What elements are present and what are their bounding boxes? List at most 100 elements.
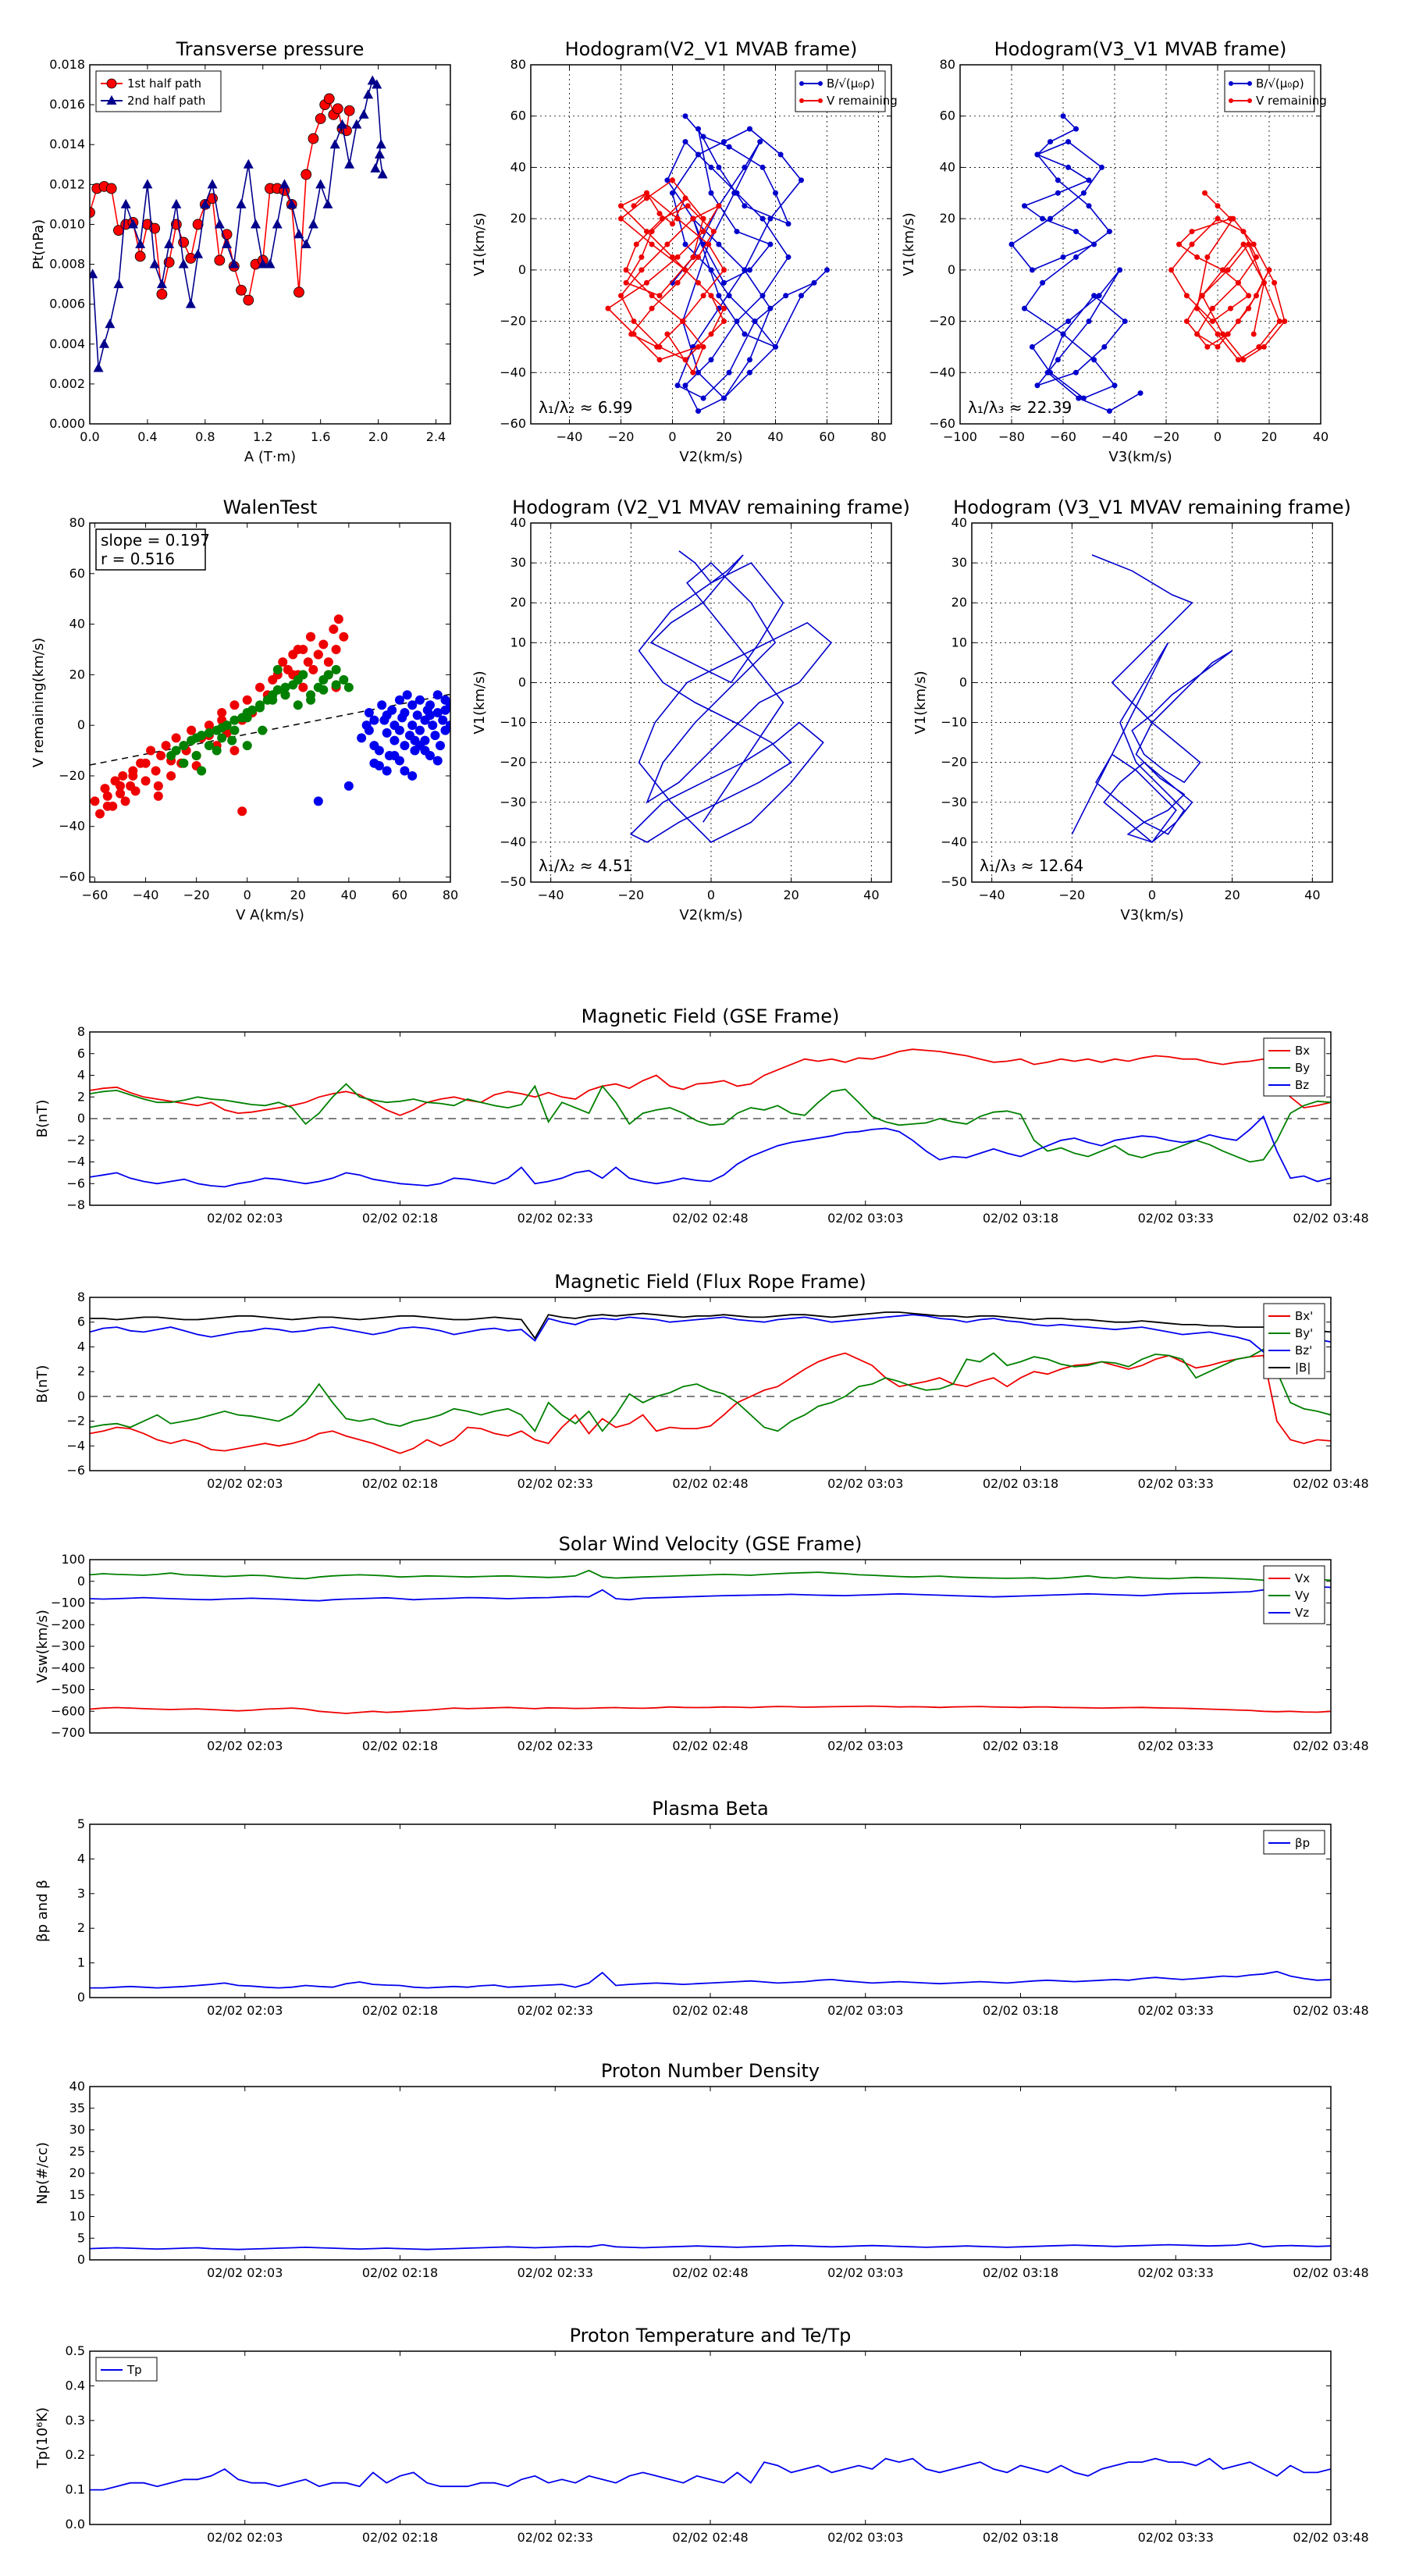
plot-frame <box>530 64 892 425</box>
chart-hodogram-v2v1-mvab: Hodogram(V2_V1 MVAB frame) −60 −40 −20 0 20 40… <box>471 38 898 465</box>
data-point <box>695 151 701 158</box>
y-tick-label: 1 <box>77 1955 85 1970</box>
chart-title: Transverse pressure <box>176 38 365 60</box>
data-point <box>293 229 304 239</box>
x-axis-label: A (T·m) <box>244 449 296 465</box>
plot-area <box>629 550 833 843</box>
data-point <box>1034 382 1040 389</box>
data-point <box>407 700 418 710</box>
series-0 <box>1071 554 1233 844</box>
x-ticks: −40 −20 0 20 40 60 80 <box>557 65 887 444</box>
legend-marker <box>799 98 804 103</box>
data-point <box>200 198 211 208</box>
data-point <box>649 229 655 235</box>
data-point <box>1055 177 1061 183</box>
data-point <box>280 682 290 692</box>
data-point <box>721 279 727 286</box>
data-point <box>298 670 308 680</box>
data-point <box>670 221 675 227</box>
data-point <box>1276 318 1282 325</box>
data-point <box>644 279 649 286</box>
data-point <box>690 254 696 260</box>
data-point <box>700 395 706 401</box>
data-point <box>1029 343 1035 350</box>
x-tick-label: −40 <box>538 888 564 902</box>
y-tick-label: −20 <box>941 755 967 770</box>
data-point <box>402 690 412 700</box>
data-point <box>1086 203 1092 209</box>
y-tick-label: 60 <box>940 109 955 123</box>
data-point <box>1272 279 1278 286</box>
chart-proton-number-density: Proton Number Density 0 5 10 15 20 25 30 35 40 02/… <box>34 2060 1369 2280</box>
y-tick-label: 40 <box>69 2079 85 2094</box>
data-point <box>1065 139 1072 145</box>
series-bx- <box>90 1352 1331 1454</box>
slope-label: slope = 0.197 <box>101 531 210 550</box>
x-ticks: 02/02 02:03 02/02 02:18 02/02 02:33 02/02 0… <box>207 1297 1369 1491</box>
data-point <box>708 293 714 299</box>
data-point <box>222 239 233 248</box>
data-point <box>708 357 714 363</box>
data-point <box>747 357 752 363</box>
y-tick-label: 0.016 <box>49 97 85 112</box>
series-by <box>90 1083 1331 1163</box>
data-point <box>1080 395 1087 401</box>
plot-area <box>1071 554 1233 844</box>
data-point <box>151 766 161 776</box>
data-point <box>1246 241 1252 247</box>
data-point <box>649 241 655 247</box>
data-point <box>1080 190 1087 196</box>
plot-frame <box>89 522 451 883</box>
data-point <box>721 305 727 311</box>
data-point <box>695 343 701 350</box>
series--b- <box>90 1311 1331 1340</box>
data-point <box>1022 203 1027 209</box>
data-point <box>438 715 448 725</box>
legend-marker <box>1247 98 1252 103</box>
data-point <box>690 369 696 375</box>
data-point <box>1065 164 1072 170</box>
legend-marker <box>799 81 804 86</box>
x-tick-label: 02/02 03:03 <box>827 2530 903 2545</box>
y-tick-label: −2 <box>66 1414 85 1429</box>
chart-title: Hodogram(V2_V1 MVAB frame) <box>565 38 858 60</box>
data-point <box>1048 139 1053 145</box>
data-point <box>1055 357 1061 363</box>
data-point <box>171 745 181 756</box>
data-point <box>1261 279 1267 286</box>
x-tick-label: 02/02 03:48 <box>1293 1211 1368 1226</box>
plot-area <box>90 75 388 372</box>
data-point <box>400 766 410 776</box>
data-point <box>268 695 278 705</box>
legend-label: Tp <box>126 2363 142 2377</box>
y-tick-label: −600 <box>51 1703 85 1718</box>
data-point <box>204 741 214 751</box>
data-point <box>734 318 740 325</box>
chart-transverse-pressure: Transverse pressure0.0000.0020.0040.0060… <box>30 38 451 465</box>
plot-area <box>90 1048 1331 1188</box>
data-point <box>375 139 386 149</box>
y-tick-label: −400 <box>51 1660 85 1675</box>
x-tick-label: 02/02 03:48 <box>1293 1476 1368 1491</box>
y-tick-label: 10 <box>951 635 967 649</box>
y-tick-label: 40 <box>69 617 85 632</box>
legend-box <box>795 70 886 112</box>
data-point <box>1183 318 1190 325</box>
legend-marker <box>818 81 823 86</box>
data-point <box>212 745 222 756</box>
data-point <box>90 207 95 219</box>
y-tick-label: 20 <box>510 595 526 610</box>
series-bz- <box>90 1314 1331 1353</box>
data-point <box>432 756 443 766</box>
data-point <box>197 766 207 776</box>
data-point <box>674 215 681 222</box>
legend-label: B/√(μ₀ρ) <box>1256 76 1304 91</box>
y-tick-label: 40 <box>510 515 526 530</box>
data-point <box>649 305 655 311</box>
x-tick-label: −60 <box>1050 429 1076 444</box>
data-point <box>721 318 727 325</box>
y-tick-label: 30 <box>510 555 526 570</box>
data-point <box>1106 408 1112 415</box>
data-point <box>389 735 400 745</box>
